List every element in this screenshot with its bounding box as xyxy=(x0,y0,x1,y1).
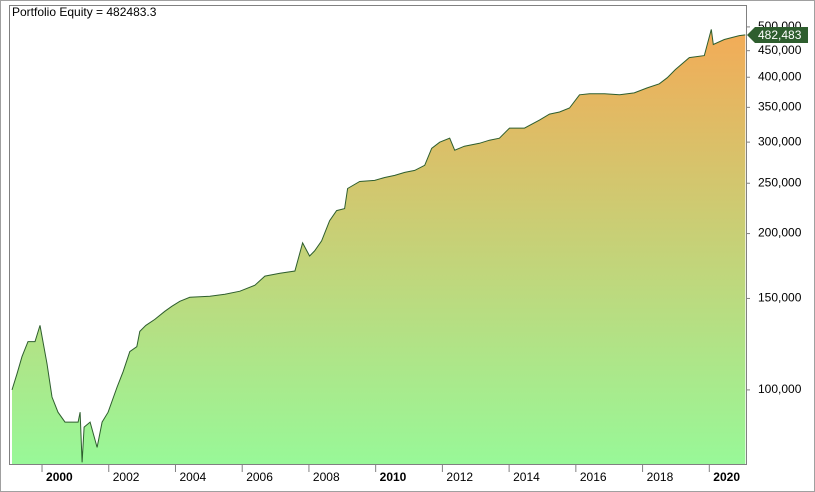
y-tick-label: 200,000 xyxy=(758,226,802,240)
x-tick-label: 2018 xyxy=(647,470,674,484)
y-tick-label: 150,000 xyxy=(758,291,802,305)
x-tick-label: 2008 xyxy=(313,470,340,484)
x-tick-label: 2002 xyxy=(113,470,140,484)
x-tick-label: 2000 xyxy=(46,470,73,484)
y-tick-label: 450,000 xyxy=(758,43,802,57)
y-tick-label: 100,000 xyxy=(758,382,802,396)
x-tick-label: 2014 xyxy=(513,470,540,484)
chart-title: Portfolio Equity = 482483.3 xyxy=(12,5,157,19)
y-tick-label: 350,000 xyxy=(758,100,802,114)
x-tick-label: 2010 xyxy=(380,470,407,484)
x-tick-label: 2012 xyxy=(446,470,473,484)
y-tick-label: 250,000 xyxy=(758,175,802,189)
x-tick-label: 2020 xyxy=(713,470,740,484)
y-tick-label: 300,000 xyxy=(758,134,802,148)
x-tick-label: 2006 xyxy=(246,470,273,484)
value-marker-shape xyxy=(747,26,808,43)
value-marker: 482,483 xyxy=(747,26,808,43)
x-tick-label: 2004 xyxy=(179,470,206,484)
equity-line xyxy=(11,29,746,463)
x-tick-label: 2016 xyxy=(580,470,607,484)
y-tick-label: 400,000 xyxy=(758,69,802,83)
area-fill xyxy=(12,29,746,465)
value-marker-label: 482,483 xyxy=(758,28,802,42)
